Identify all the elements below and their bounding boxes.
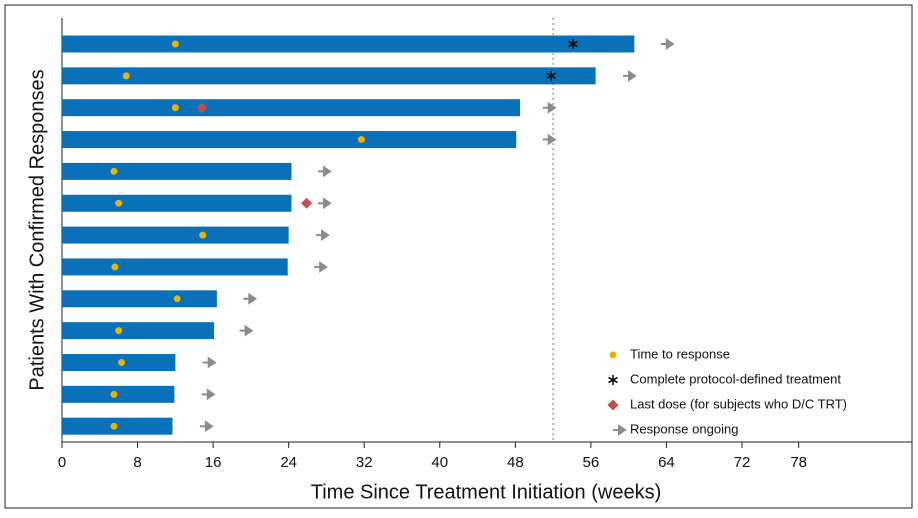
bar [62,226,289,244]
legend-label: Time to response [630,346,730,361]
response-dot [111,263,119,271]
bar [62,290,217,308]
bar [62,67,596,85]
x-tick-label: 56 [583,454,600,471]
ongoing-arrow [317,165,332,178]
legend-label: Last dose (for subjects who D/C TRT) [630,396,847,411]
response-dot [115,327,123,335]
x-tick-label: 78 [790,454,807,471]
response-dot [110,390,118,398]
response-dot [357,136,365,144]
bar [62,35,635,53]
ongoing-arrow [201,388,216,401]
bar [62,258,288,276]
x-tick-label: 16 [205,454,222,471]
ongoing-arrow [317,197,332,210]
response-dot [115,199,123,207]
bar [62,322,215,340]
ongoing-arrow [199,420,214,433]
legend-label: Complete protocol-defined treatment [630,371,841,386]
ongoing-arrow [623,69,637,82]
ongoing-arrow [542,101,557,114]
x-tick-label: 24 [280,454,297,471]
bar [62,194,292,212]
response-dot [171,40,179,48]
x-axis-title: Time Since Treatment Initiation (weeks) [311,481,662,503]
ongoing-arrow [243,292,258,305]
response-dot [609,351,617,359]
ongoing-arrow [613,424,627,436]
complete-mark [568,39,578,49]
x-tick-label: 8 [133,454,141,471]
frame [4,4,913,509]
x-tick-label: 72 [734,454,751,471]
bar [62,131,517,149]
ongoing-arrow [239,324,254,337]
ongoing-arrow [316,229,330,241]
complete-mark [608,375,618,385]
ongoing-arrow [542,133,557,146]
x-tick-label: 48 [507,454,524,471]
legend-label: Response ongoing [630,421,738,436]
last-dose-mark [196,102,208,114]
ongoing-arrow [314,261,328,273]
last-dose-mark [607,399,619,411]
y-axis-title: Patients With Confirmed Responses [26,69,48,390]
response-dot [171,104,179,112]
complete-mark [546,70,557,81]
last-dose-mark [301,197,313,209]
ongoing-arrow [202,356,217,369]
response-dot [110,422,118,430]
response-dot [110,167,118,175]
x-tick-label: 0 [58,454,66,471]
response-dot [173,295,181,303]
ongoing-arrow [660,38,675,50]
x-tick-label: 40 [431,454,448,471]
response-dot [118,359,125,366]
bar [62,385,175,403]
x-tick-label: 32 [356,454,373,471]
bar [62,162,292,180]
x-tick-label: 64 [658,454,675,471]
response-dot [122,72,130,80]
bar [62,99,521,117]
response-dot [199,231,207,239]
